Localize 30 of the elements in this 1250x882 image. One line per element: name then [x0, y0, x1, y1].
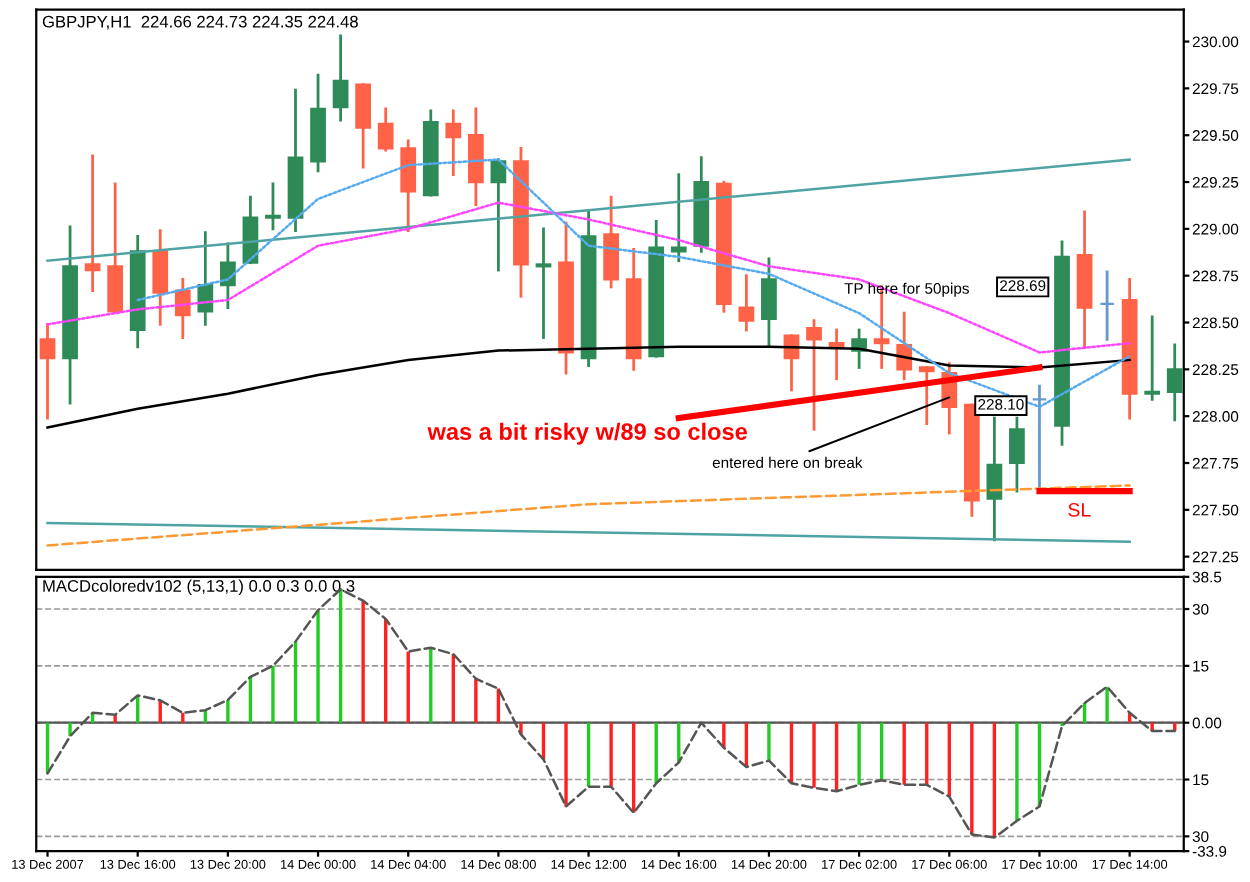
candlestick: [467, 107, 484, 206]
chart-title: MACDcoloredv102 (5,13,1) 0.0 0.3 0.0 0.3: [43, 579, 355, 596]
candlestick: [355, 83, 372, 169]
candlestick: [445, 109, 462, 176]
candlestick: [332, 34, 349, 122]
line-series: [46, 201, 1131, 354]
chart-title: GBPJPY,H1 224.66 224.73 224.35 224.48: [42, 15, 358, 30]
candlestick: [220, 242, 236, 309]
candlestick: [918, 366, 935, 426]
candlestick: [603, 195, 619, 289]
candlestick: [806, 319, 822, 431]
candlestick: [1031, 384, 1048, 489]
candlestick: [761, 257, 777, 347]
candlestick: [84, 154, 101, 293]
candlestick: [39, 323, 56, 420]
annotation: SL: [1068, 502, 1091, 517]
annotation: was a bit risky w/89 so close: [427, 422, 747, 445]
candlestick: [265, 182, 281, 231]
candlestick: [986, 416, 1003, 542]
candlestick: [400, 139, 417, 233]
candlestick: [152, 229, 169, 326]
candlestick: [377, 107, 394, 152]
candlestick: [1009, 416, 1025, 493]
candlestick: [107, 182, 124, 313]
candlestick: [738, 274, 755, 332]
candlestick: [1099, 270, 1115, 341]
candlestick: [535, 227, 552, 339]
candlestick: [670, 173, 687, 263]
candlestick: [490, 158, 507, 272]
candlestick: [1144, 315, 1161, 401]
